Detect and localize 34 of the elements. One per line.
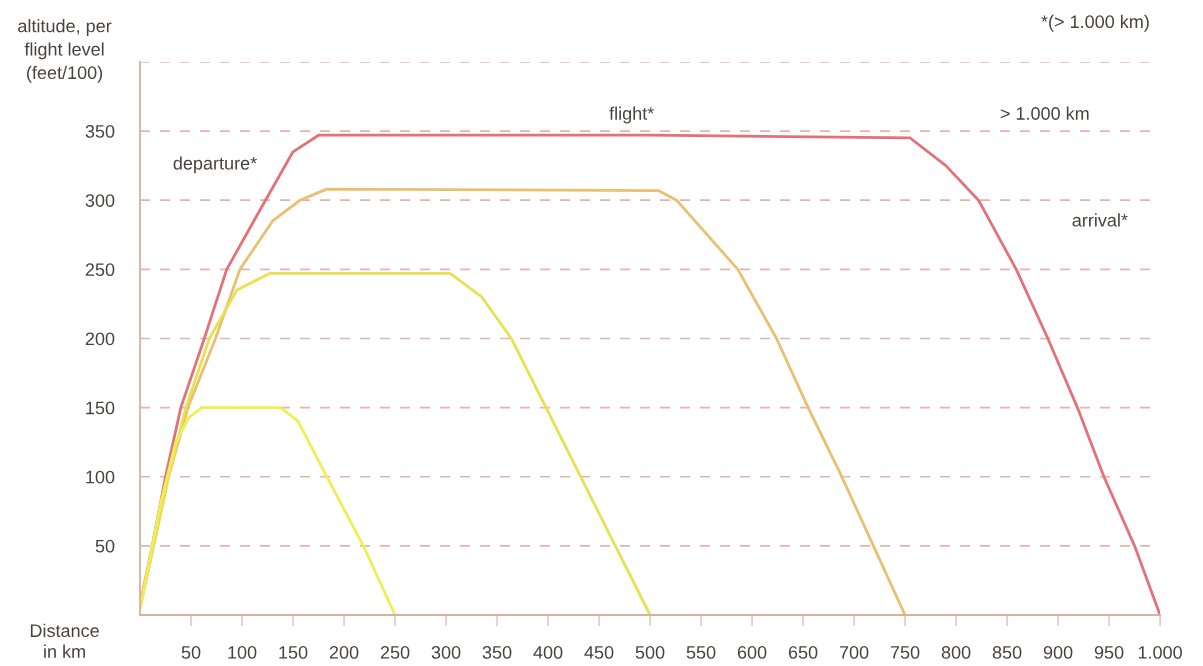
x-tick-label: 400 [533, 646, 563, 659]
annotation: flight* [609, 106, 654, 124]
annotation: arrival* [1072, 213, 1128, 227]
x-tick-label: 500 [635, 646, 665, 659]
x-tick-label: 100 [228, 646, 257, 659]
text: *(> 1.000 km) [1041, 14, 1149, 32]
x-tick-label: 800 [941, 646, 971, 659]
x-tick-label: 950 [1094, 646, 1124, 659]
x-tick-label: 450 [584, 646, 614, 659]
y-axis-title: altitude, per flight level (feet/100) [18, 19, 112, 83]
x-tick-label: 700 [839, 646, 869, 659]
x-tick-label: 750 [890, 646, 920, 659]
annotation: departure* [173, 156, 257, 174]
x-tick-label: 300 [431, 646, 461, 659]
x-tick-label: 350 [482, 646, 512, 659]
y-tick-label: 100 [86, 470, 115, 484]
x-tick-label: 650 [788, 646, 818, 659]
y-tick-label: 350 [85, 125, 115, 138]
x-axis-title: Distance in km [30, 623, 99, 658]
x-tick-label: 600 [737, 646, 767, 659]
y-tick-label: 50 [95, 539, 115, 553]
x-tick-label: 550 [686, 646, 716, 659]
y-tick-label: 300 [85, 194, 115, 207]
x-tick-label: 900 [1043, 646, 1073, 659]
y-tick-label: 250 [85, 263, 115, 277]
x-tick-label: 250 [380, 646, 410, 659]
x-tick-label: 50 [181, 646, 201, 659]
annotation: > 1.000 km [1000, 106, 1089, 120]
x-tick-label: 850 [992, 646, 1022, 659]
y-tick-label: 200 [85, 332, 115, 346]
y-tick-label: 150 [86, 401, 115, 415]
x-tick-label: 1.000 [1138, 646, 1182, 659]
x-tick-label: 150 [279, 646, 308, 659]
x-tick-label: 200 [329, 646, 359, 659]
